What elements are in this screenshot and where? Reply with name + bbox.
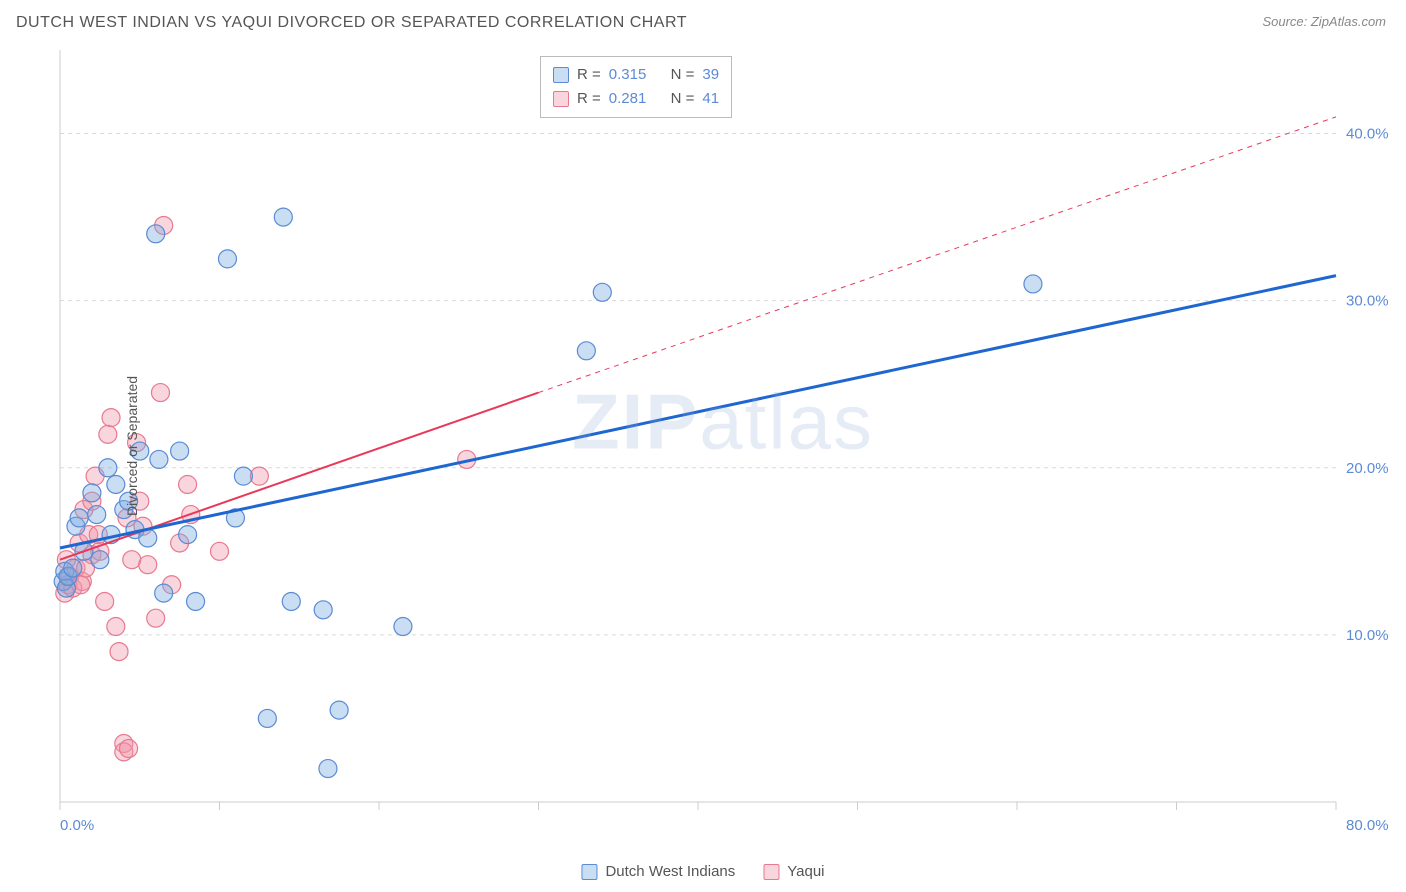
swatch-series-a [553,67,569,83]
scatter-chart: 10.0% 20.0% 30.0% 40.0% 0.0% 80.0% [50,50,1396,842]
legend-swatch-b [763,864,779,880]
chart-container: Divorced or Separated 10.0% 20.0% 30.0% 40.… [50,50,1396,842]
swatch-series-b [553,91,569,107]
svg-text:80.0%: 80.0% [1346,817,1389,834]
svg-text:40.0%: 40.0% [1346,126,1389,143]
n-value-a: 39 [702,63,719,87]
legend-label-a: Dutch West Indians [605,863,735,880]
stat-row-series-a: R = 0.315 N = 39 [553,63,719,87]
legend-label-b: Yaqui [787,863,824,880]
legend-item-series-b: Yaqui [763,863,824,880]
stat-row-series-b: R = 0.281 N = 41 [553,87,719,111]
y-axis-label: Divorced or Separated [124,376,140,516]
svg-text:10.0%: 10.0% [1346,627,1389,644]
n-label: N = [671,63,695,87]
n-value-b: 41 [702,87,719,111]
r-label: R = [577,63,601,87]
svg-text:20.0%: 20.0% [1346,460,1389,477]
r-value-a: 0.315 [609,63,647,87]
chart-title: DUTCH WEST INDIAN VS YAQUI DIVORCED OR S… [16,14,687,32]
legend-item-series-a: Dutch West Indians [581,863,735,880]
correlation-stats-box: R = 0.315 N = 39 R = 0.281 N = 41 [540,56,732,118]
r-value-b: 0.281 [609,87,647,111]
source-label: Source: ZipAtlas.com [1262,14,1386,29]
svg-text:0.0%: 0.0% [60,817,94,834]
legend: Dutch West Indians Yaqui [581,863,824,880]
svg-text:30.0%: 30.0% [1346,293,1389,310]
r-label-b: R = [577,87,601,111]
n-label-b: N = [671,87,695,111]
legend-swatch-a [581,864,597,880]
